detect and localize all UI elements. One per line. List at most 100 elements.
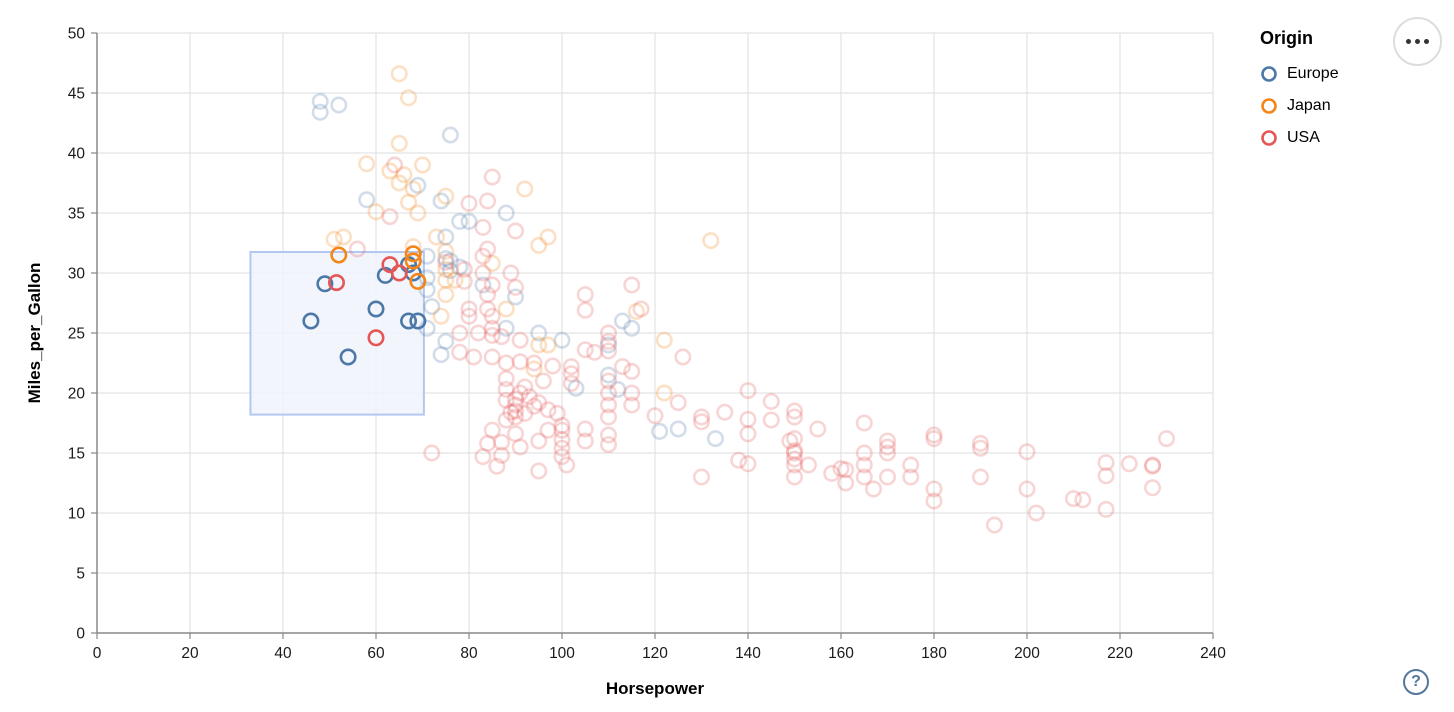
data-point[interactable] (1120, 455, 1138, 473)
data-point[interactable] (390, 174, 408, 192)
data-point[interactable] (627, 302, 645, 320)
data-point[interactable] (553, 431, 571, 449)
data-point-selected[interactable] (367, 329, 385, 347)
data-point[interactable] (493, 433, 511, 451)
data-point[interactable] (855, 456, 873, 474)
data-point[interactable] (451, 343, 469, 361)
data-point[interactable] (437, 260, 455, 278)
data-point[interactable] (400, 89, 418, 107)
data-point[interactable] (599, 426, 617, 444)
data-point[interactable] (483, 319, 501, 337)
data-point[interactable] (455, 272, 473, 290)
data-point[interactable] (483, 276, 501, 294)
data-point-selected[interactable] (302, 312, 320, 330)
data-point[interactable] (483, 168, 501, 186)
data-point[interactable] (474, 247, 492, 265)
data-point-selected[interactable] (330, 246, 348, 264)
data-point[interactable] (544, 357, 562, 375)
data-point[interactable] (539, 336, 557, 354)
data-point[interactable] (655, 384, 673, 402)
data-point[interactable] (483, 326, 501, 344)
data-point[interactable] (599, 336, 617, 354)
data-point[interactable] (925, 430, 943, 448)
data-point[interactable] (613, 312, 631, 330)
data-point[interactable] (567, 379, 585, 397)
data-point[interactable] (506, 278, 524, 296)
data-point-selected[interactable] (404, 245, 422, 263)
data-point[interactable] (497, 354, 515, 372)
data-point[interactable] (460, 194, 478, 212)
data-point[interactable] (479, 240, 497, 258)
data-point[interactable] (488, 457, 506, 475)
data-point[interactable] (762, 411, 780, 429)
data-point[interactable] (506, 222, 524, 240)
data-point[interactable] (785, 408, 803, 426)
data-point[interactable] (451, 212, 469, 230)
data-point[interactable] (446, 271, 464, 289)
data-point[interactable] (586, 343, 604, 361)
data-point[interactable] (655, 331, 673, 349)
data-point[interactable] (483, 307, 501, 325)
data-point[interactable] (502, 403, 520, 421)
data-point[interactable] (469, 324, 487, 342)
data-point[interactable] (381, 208, 399, 226)
data-point[interactable] (330, 96, 348, 114)
data-point[interactable] (479, 192, 497, 210)
data-point[interactable] (739, 382, 757, 400)
data-point[interactable] (460, 212, 478, 230)
data-point-selected[interactable] (409, 312, 427, 330)
data-point[interactable] (311, 92, 329, 110)
data-point[interactable] (506, 402, 524, 420)
data-point[interactable] (716, 403, 734, 421)
data-point[interactable] (348, 240, 366, 258)
data-point[interactable] (390, 65, 408, 83)
data-point-selected[interactable] (404, 252, 422, 270)
data-point[interactable] (562, 374, 580, 392)
data-point[interactable] (706, 430, 724, 448)
data-point[interactable] (386, 156, 404, 174)
data-point[interactable] (599, 372, 617, 390)
data-point[interactable] (493, 446, 511, 464)
data-point-selected[interactable] (327, 274, 345, 292)
data-point[interactable] (1158, 430, 1176, 448)
data-point[interactable] (437, 286, 455, 304)
data-point[interactable] (437, 187, 455, 205)
data-point[interactable] (599, 332, 617, 350)
data-point[interactable] (502, 264, 520, 282)
data-point[interactable] (623, 396, 641, 414)
data-point[interactable] (1144, 479, 1162, 497)
data-point[interactable] (925, 492, 943, 510)
data-point[interactable] (437, 332, 455, 350)
data-point[interactable] (358, 155, 376, 173)
data-point[interactable] (785, 430, 803, 448)
data-point[interactable] (483, 254, 501, 272)
data-point[interactable] (479, 300, 497, 318)
data-point[interactable] (437, 253, 455, 271)
data-point[interactable] (576, 286, 594, 304)
data-point[interactable] (823, 464, 841, 482)
data-point[interactable] (423, 444, 441, 462)
data-point[interactable] (623, 276, 641, 294)
data-point[interactable] (530, 324, 548, 342)
data-point[interactable] (599, 408, 617, 426)
data-point[interactable] (971, 468, 989, 486)
data-point[interactable] (437, 242, 455, 260)
data-point[interactable] (925, 426, 943, 444)
data-point[interactable] (530, 394, 548, 412)
data-point[interactable] (902, 468, 920, 486)
data-point[interactable] (427, 228, 445, 246)
data-point[interactable] (516, 404, 534, 422)
data-point[interactable] (562, 365, 580, 383)
data-point[interactable] (702, 232, 720, 250)
data-point[interactable] (423, 298, 441, 316)
data-point[interactable] (855, 444, 873, 462)
data-point-selected[interactable] (400, 256, 418, 274)
data-point[interactable] (539, 421, 557, 439)
data-point[interactable] (1018, 480, 1036, 498)
data-point[interactable] (409, 176, 427, 194)
data-point[interactable] (878, 468, 896, 486)
data-point[interactable] (832, 460, 850, 478)
data-point[interactable] (692, 468, 710, 486)
data-point[interactable] (548, 404, 566, 422)
data-point[interactable] (558, 456, 576, 474)
